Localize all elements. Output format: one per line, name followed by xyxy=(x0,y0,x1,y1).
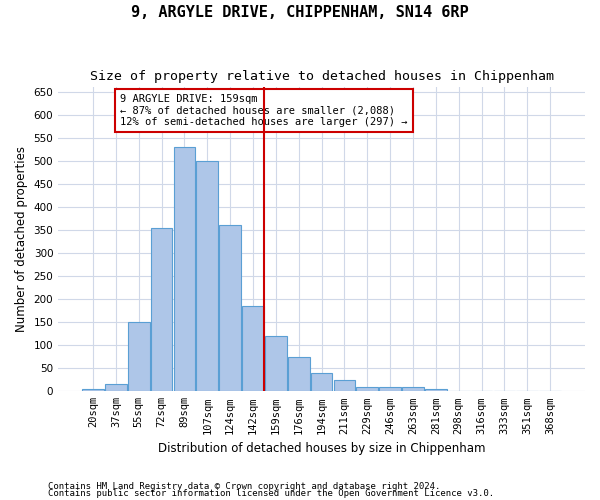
Bar xyxy=(311,373,332,392)
Bar xyxy=(173,147,195,392)
Bar xyxy=(402,386,424,392)
Bar xyxy=(425,389,447,392)
Bar xyxy=(334,380,355,392)
Bar xyxy=(151,228,172,392)
Y-axis label: Number of detached properties: Number of detached properties xyxy=(15,146,28,332)
Bar xyxy=(82,389,104,392)
Bar xyxy=(288,356,310,392)
Bar xyxy=(128,322,149,392)
Text: 9, ARGYLE DRIVE, CHIPPENHAM, SN14 6RP: 9, ARGYLE DRIVE, CHIPPENHAM, SN14 6RP xyxy=(131,5,469,20)
Text: Contains public sector information licensed under the Open Government Licence v3: Contains public sector information licen… xyxy=(48,489,494,498)
Bar xyxy=(105,384,127,392)
Text: 9 ARGYLE DRIVE: 159sqm
← 87% of detached houses are smaller (2,088)
12% of semi-: 9 ARGYLE DRIVE: 159sqm ← 87% of detached… xyxy=(121,94,408,127)
Bar xyxy=(379,386,401,392)
Bar xyxy=(356,386,378,392)
Bar xyxy=(219,226,241,392)
Text: Contains HM Land Registry data © Crown copyright and database right 2024.: Contains HM Land Registry data © Crown c… xyxy=(48,482,440,491)
Bar xyxy=(196,160,218,392)
X-axis label: Distribution of detached houses by size in Chippenham: Distribution of detached houses by size … xyxy=(158,442,485,455)
Title: Size of property relative to detached houses in Chippenham: Size of property relative to detached ho… xyxy=(89,70,554,83)
Bar xyxy=(265,336,287,392)
Bar xyxy=(242,306,264,392)
